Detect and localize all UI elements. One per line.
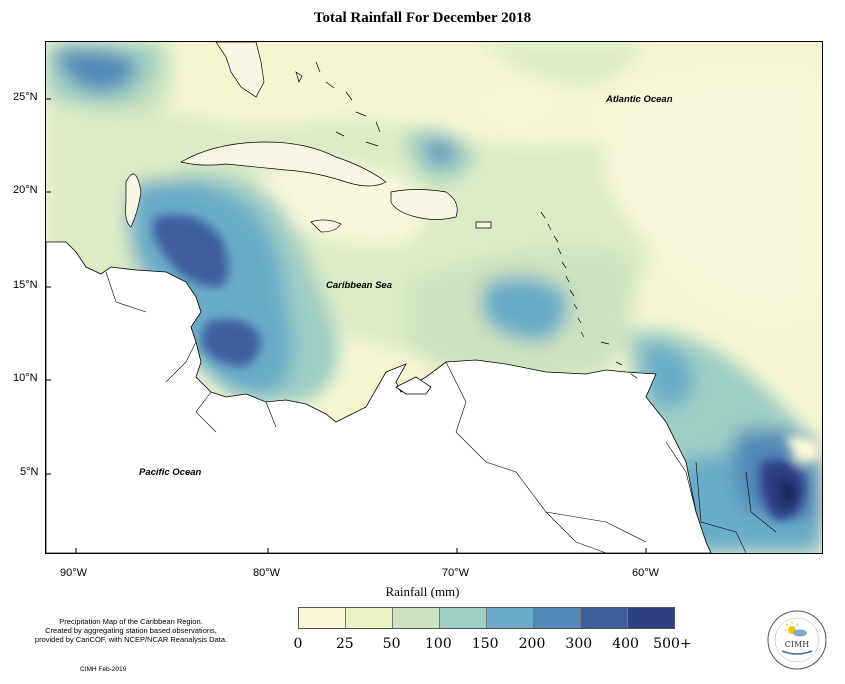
legend-swatch — [628, 608, 674, 628]
legend-label: 300 — [565, 636, 593, 652]
lon-tick: 80°W — [253, 567, 281, 579]
legend-label: 0 — [293, 636, 303, 652]
cimh-logo: CIMH — [766, 609, 828, 671]
small-islands — [295, 61, 638, 379]
caribbean-sea-label: Caribbean Sea — [326, 280, 392, 291]
legend-swatch — [393, 608, 440, 628]
legend-label: 100 — [425, 636, 452, 652]
lat-tick: 10°N — [13, 372, 38, 384]
lon-tick: 70°W — [442, 567, 470, 579]
atlantic-ocean-label: Atlantic Ocean — [606, 94, 673, 105]
legend-label: 400 — [612, 636, 639, 652]
logo-text: CIMH — [785, 640, 809, 649]
lon-tick: 60°W — [632, 567, 660, 579]
land-masses — [46, 241, 712, 553]
legend-swatch — [581, 608, 628, 628]
rainfall-map-svg — [46, 42, 822, 553]
rainfall-shading — [46, 42, 822, 553]
map-description-line: Precipitation Map of the Caribbean Regio… — [59, 617, 203, 626]
legend-swatch — [534, 608, 581, 628]
legend-label: 50 — [382, 636, 401, 652]
legend-swatch — [487, 608, 534, 628]
legend-label: 25 — [335, 636, 354, 652]
legend-label: 150 — [471, 636, 499, 652]
legend-label: 200 — [518, 636, 546, 652]
color-legend — [298, 607, 675, 629]
legend-title: Rainfall (mm) — [385, 584, 460, 599]
map-title: Total Rainfall For December 2018 — [313, 10, 532, 26]
lon-tick: 90°W — [60, 567, 88, 579]
map-description-line: Created by aggregating station based obs… — [45, 626, 217, 635]
legend-swatch — [440, 608, 487, 628]
legend-swatch — [299, 608, 346, 628]
lat-tick: 15°N — [13, 279, 38, 291]
map-ticks — [46, 98, 647, 553]
legend-swatch — [346, 608, 393, 628]
lat-tick: 20°N — [13, 184, 38, 196]
lat-tick: 25°N — [13, 91, 38, 103]
credit-text: CIMH Feb-2019 — [80, 666, 127, 673]
rainfall-map: Atlantic Ocean Caribbean Sea Pacific Oce… — [45, 41, 823, 554]
map-description-line: provided by CariCOF, with NCEP/NCAR Rean… — [34, 635, 228, 644]
islands — [125, 42, 492, 233]
legend-label: 500+ — [653, 636, 692, 652]
country-borders — [105, 271, 777, 553]
pacific-ocean-label: Pacific Ocean — [139, 467, 202, 478]
lat-tick: 5°N — [20, 466, 39, 478]
map-description: Precipitation Map of the Caribbean Regio… — [6, 617, 256, 644]
